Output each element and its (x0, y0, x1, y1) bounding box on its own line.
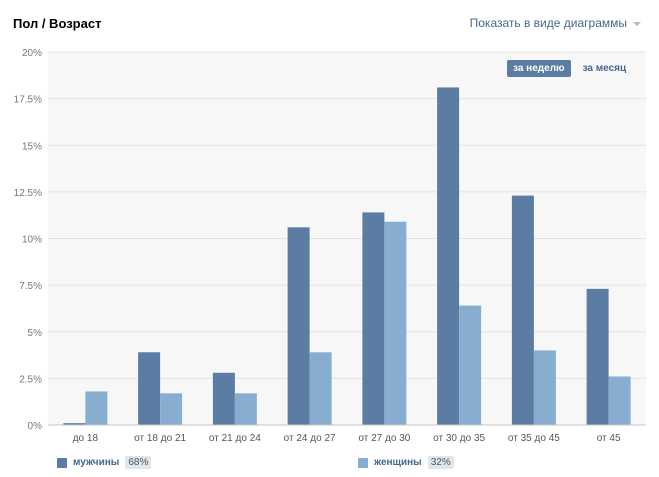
bar-women[interactable] (384, 221, 407, 425)
chevron-down-icon (633, 22, 641, 26)
view-toggle-label: Показать в виде диаграммы (469, 16, 627, 30)
y-tick-labels: 0% 2.5% 5% 7.5% 10% 12.5% 15% 17.5% 20% (14, 48, 42, 432)
bar-women[interactable] (85, 391, 108, 425)
x-tick-label: от 27 до 30 (358, 433, 410, 444)
bar-men[interactable] (437, 87, 460, 425)
x-tick-label: от 18 до 21 (134, 433, 186, 444)
bar-women[interactable] (459, 305, 482, 425)
page-title: Пол / Возраст (13, 16, 102, 31)
bar-men[interactable] (287, 227, 310, 425)
bar-women[interactable] (533, 350, 556, 425)
tab-month[interactable]: за месяц (582, 63, 627, 74)
bar-men[interactable] (362, 212, 385, 425)
bar-men[interactable] (586, 288, 609, 425)
y-tick-label: 10% (22, 235, 42, 246)
legend-item-women[interactable]: женщины 32% (358, 456, 454, 469)
legend-swatch-men (57, 457, 67, 468)
legend-label-men: мужчины (73, 457, 120, 468)
x-tick-label: от 45 (597, 433, 621, 444)
bars (63, 87, 631, 425)
bar-women[interactable] (234, 393, 257, 425)
bar-men[interactable] (212, 372, 235, 425)
y-tick-label: 17.5% (14, 95, 42, 106)
x-tick-label: от 21 до 24 (209, 433, 261, 444)
bar-women[interactable] (309, 352, 332, 425)
y-tick-label: 0% (28, 421, 43, 432)
y-tick-label: 20% (22, 48, 42, 59)
bar-men[interactable] (138, 352, 161, 425)
y-tick-label: 7.5% (19, 281, 42, 292)
legend-label-women: женщины (374, 457, 422, 468)
bar-men[interactable] (511, 195, 534, 425)
x-tick-label: от 24 до 27 (284, 433, 336, 444)
tab-week[interactable]: за неделю (507, 60, 571, 77)
legend-percent-men: 68% (125, 456, 152, 469)
x-tick-label: от 30 до 35 (433, 433, 485, 444)
y-tick-label: 2.5% (19, 374, 42, 385)
grid-lines (48, 51, 646, 379)
legend-percent-women: 32% (427, 456, 454, 469)
y-tick-label: 15% (22, 141, 42, 152)
view-toggle-dropdown[interactable]: Показать в виде диаграммы (470, 16, 641, 30)
y-tick-label: 12.5% (14, 188, 42, 199)
bar-men[interactable] (63, 423, 86, 425)
y-tick-label: 5% (28, 328, 43, 339)
legend-item-men[interactable]: мужчины 68% (57, 456, 152, 469)
x-tick-labels: до 18 от 18 до 21 от 21 до 24 от 24 до 27 от… (73, 433, 621, 444)
x-tick-label: до 18 (73, 433, 99, 444)
period-tabs: за неделю за месяц (507, 60, 632, 77)
bar-women[interactable] (160, 393, 183, 425)
legend-swatch-women (358, 457, 368, 468)
bar-women[interactable] (608, 376, 631, 425)
x-tick-label: от 35 до 45 (508, 433, 560, 444)
